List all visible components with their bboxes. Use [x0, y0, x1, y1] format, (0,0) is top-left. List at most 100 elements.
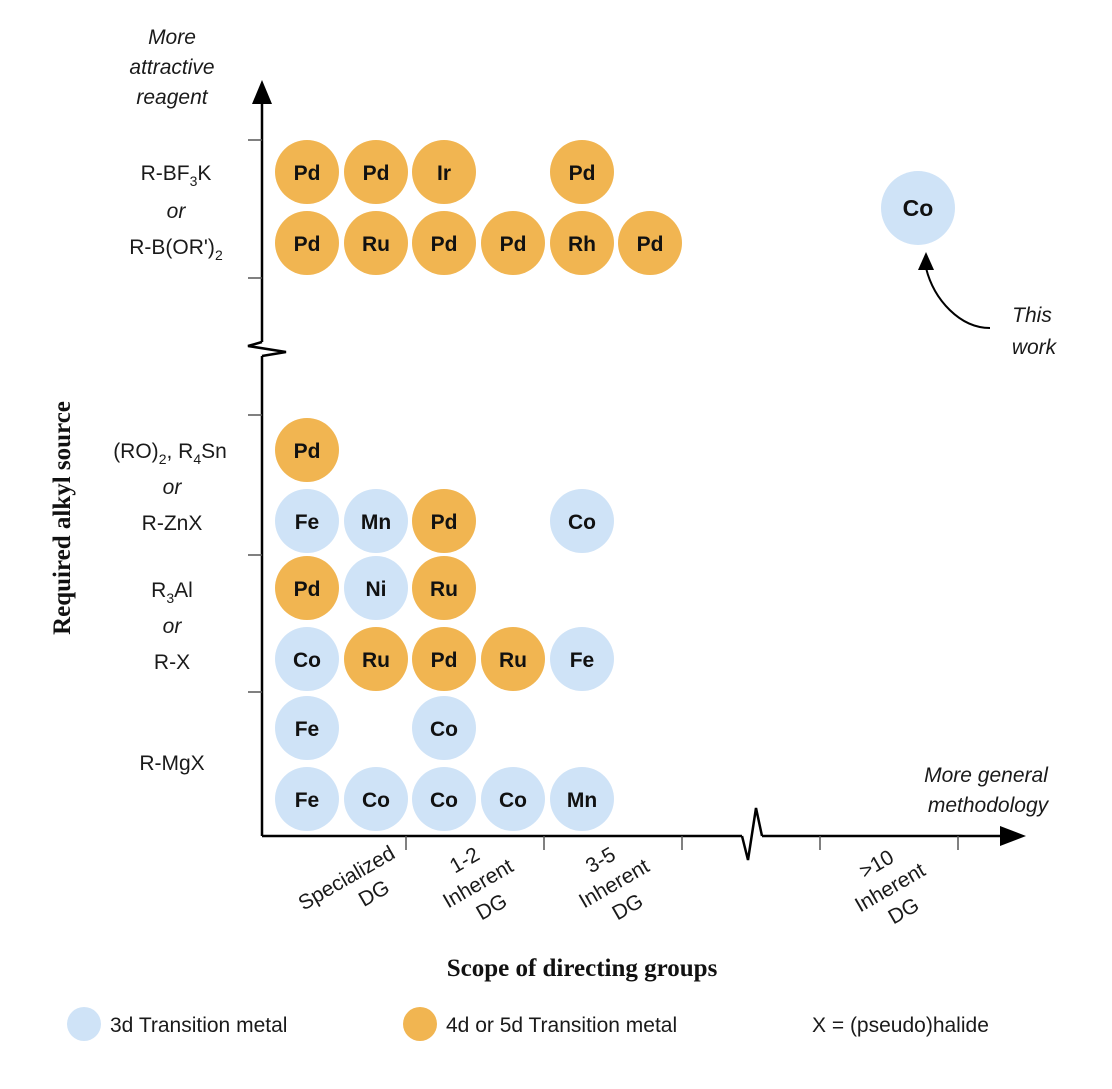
metal-circle-pd — [412, 489, 476, 553]
x-category-10-plus: >10 Inherent DG — [851, 846, 929, 929]
metal-marker: Co — [412, 767, 476, 831]
metal-label: Pd — [294, 233, 321, 256]
metal-label: Co — [293, 649, 321, 672]
row-label-boron: R-BF3K or R-B(OR')2 — [129, 162, 223, 263]
row-label-magnesium: R-MgX — [139, 752, 204, 775]
metal-label: Ir — [437, 162, 451, 185]
x-end-line-2: methodology — [928, 794, 1050, 817]
metal-label: Fe — [570, 649, 595, 672]
row-label-aluminum: R3Al or R-X — [151, 579, 193, 674]
metal-circle-ru — [412, 556, 476, 620]
metal-circle-co — [550, 489, 614, 553]
metal-marker: Pd — [412, 627, 476, 691]
y-axis — [247, 80, 287, 836]
metal-circle-ni — [344, 556, 408, 620]
metal-label: Mn — [567, 789, 597, 812]
metal-circle-pd — [412, 627, 476, 691]
metal-marker: Pd — [275, 556, 339, 620]
metal-marker: Pd — [412, 489, 476, 553]
metal-circle-ru — [344, 211, 408, 275]
this-work-line-2: work — [1012, 336, 1058, 359]
y-axis-break — [247, 340, 287, 358]
metal-marker: Ru — [344, 627, 408, 691]
metal-marker: Co — [412, 696, 476, 760]
metal-circle-co — [412, 696, 476, 760]
metal-marker: Fe — [550, 627, 614, 691]
metal-marker: Fe — [275, 696, 339, 760]
row-label-line: R-MgX — [139, 752, 204, 775]
metal-label: Ru — [362, 233, 390, 256]
metal-marker: Ir — [412, 140, 476, 204]
metal-marker: Pd — [275, 140, 339, 204]
metal-label: Ru — [499, 649, 527, 672]
this-work-arrowhead — [918, 252, 934, 270]
metal-marker: Pd — [481, 211, 545, 275]
metal-marker: Pd — [618, 211, 682, 275]
metal-label: Pd — [569, 162, 596, 185]
metal-label: Co — [430, 789, 458, 812]
metal-label: Ru — [430, 578, 458, 601]
metal-circle-pd — [618, 211, 682, 275]
metal-label: Fe — [295, 718, 320, 741]
metal-marker: Fe — [275, 767, 339, 831]
metal-circle-pd — [412, 211, 476, 275]
metal-circle-co — [481, 767, 545, 831]
metal-circle-co — [344, 767, 408, 831]
legend: 3d Transition metal 4d or 5d Transition … — [67, 1007, 989, 1041]
x-axis-break — [740, 807, 764, 861]
y-axis-title: Required alkyl source — [49, 401, 76, 635]
metal-label: Ru — [362, 649, 390, 672]
metal-label: Pd — [294, 578, 321, 601]
metal-marker: Co — [481, 767, 545, 831]
legend-x-note: X = (pseudo)halide — [812, 1014, 989, 1037]
metal-marker: Pd — [275, 418, 339, 482]
metal-label: Co — [499, 789, 527, 812]
metal-circle-pd — [481, 211, 545, 275]
metal-marker: Pd — [275, 211, 339, 275]
metal-marker: Pd — [550, 140, 614, 204]
metal-marker: Co — [275, 627, 339, 691]
metal-circle-co — [412, 767, 476, 831]
row-label-line: R-BF3K — [141, 162, 212, 189]
metal-label: Ni — [366, 578, 387, 601]
metal-circle-ru — [344, 627, 408, 691]
y-end-line-2: attractive — [129, 56, 214, 79]
this-work-arrow-line — [925, 267, 991, 329]
this-work-group: Co This work — [881, 171, 1058, 359]
metal-circle-mn — [550, 767, 614, 831]
metal-circle-ru — [481, 627, 545, 691]
metal-circle-mn — [344, 489, 408, 553]
x-end-line-1: More general — [924, 764, 1049, 787]
row-label-or: or — [163, 476, 183, 499]
metal-circle-pd — [275, 211, 339, 275]
metal-circle-pd — [275, 418, 339, 482]
metal-label: Mn — [361, 511, 391, 534]
x-axis — [262, 807, 1026, 861]
x-category-1-2: 1-2 Inherent DG — [439, 843, 517, 925]
row-label-zinc: (RO)2, R4Sn or R-ZnX — [113, 440, 227, 535]
metal-circle-fe — [275, 489, 339, 553]
metal-circle-pd — [344, 140, 408, 204]
row-label-line: R-X — [154, 651, 190, 674]
metal-circle-pd — [275, 140, 339, 204]
metal-marker: Co — [344, 767, 408, 831]
metal-label: Pd — [363, 162, 390, 185]
metal-circle-pd — [550, 140, 614, 204]
row-label-line: R-B(OR')2 — [129, 236, 223, 263]
y-axis-arrowhead — [252, 80, 272, 104]
metal-label: Pd — [431, 649, 458, 672]
legend-4d5d-swatch — [403, 1007, 437, 1041]
y-axis-end-label: More attractive reagent — [129, 26, 214, 109]
metal-marker: Co — [550, 489, 614, 553]
metal-label: Pd — [294, 162, 321, 185]
metal-circle-pd — [275, 556, 339, 620]
metal-marker: Rh — [550, 211, 614, 275]
metal-circle-fe — [275, 767, 339, 831]
this-work-metal-label: Co — [903, 195, 934, 221]
this-work-line-1: This — [1012, 304, 1052, 327]
this-work-metal-circle — [881, 171, 955, 245]
metal-circle-co — [275, 627, 339, 691]
metal-label: Co — [362, 789, 390, 812]
